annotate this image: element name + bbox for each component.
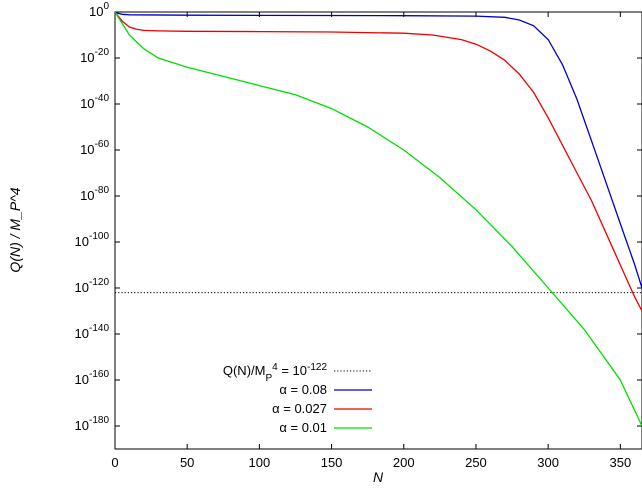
x-tick-label: 100 — [249, 455, 271, 470]
y-tick-label: 10-20 — [80, 47, 109, 65]
series-lines — [115, 12, 642, 427]
y-tick-label: 100 — [89, 1, 109, 19]
x-tick-label: 300 — [537, 455, 559, 470]
y-tick-label: 10-180 — [75, 415, 110, 433]
series-line-1 — [115, 12, 642, 289]
series-line-2 — [115, 12, 642, 312]
y-axis-ticks: 100 10-20 10-40 10-60 10-80 10-100 10-120 10-14… — [75, 1, 642, 433]
y-tick-label: 10-100 — [75, 231, 110, 249]
x-tick-label: 200 — [393, 455, 415, 470]
x-tick-label: 350 — [609, 455, 631, 470]
y-axis-title: Q(N) / M_P^4 — [7, 187, 23, 272]
series-line-3 — [115, 12, 642, 427]
x-tick-label: 150 — [321, 455, 343, 470]
y-tick-label: 10-160 — [75, 369, 110, 387]
y-tick-label: 10-40 — [80, 93, 109, 111]
legend-label-2: α = 0.027 — [272, 401, 327, 416]
y-tick-label: 10-80 — [80, 185, 109, 203]
x-axis-ticks: 0 50 100 150 200 250 300 350 — [111, 12, 631, 470]
x-axis-title: N — [373, 469, 384, 485]
x-tick-label: 50 — [180, 455, 194, 470]
legend-label-3: α = 0.01 — [279, 420, 327, 435]
y-tick-label: 10-60 — [80, 139, 109, 157]
plot-frame — [114, 11, 642, 450]
x-tick-label: 0 — [111, 455, 118, 470]
legend-label-0: Q(N)/MP4 = 10-122 — [223, 362, 328, 384]
y-tick-label: 10-120 — [75, 277, 110, 295]
y-tick-label: 10-140 — [75, 323, 110, 341]
legend-label-1: α = 0.08 — [279, 382, 327, 397]
x-tick-label: 250 — [465, 455, 487, 470]
